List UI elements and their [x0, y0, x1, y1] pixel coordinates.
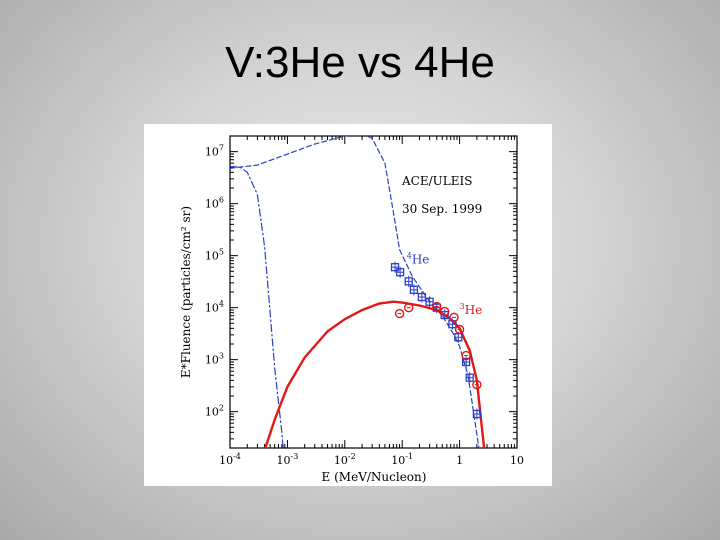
- he4-data-point: [461, 356, 471, 368]
- he4-data-point: [465, 372, 474, 384]
- he4-data-point: [409, 284, 419, 296]
- he4-data-point: [390, 261, 400, 273]
- fluence-chart: 10-4 10-3 10-2 10-1 1 10 102 103 104 105 106 107 4He…: [179, 135, 524, 484]
- curve-he4-dashed: [230, 136, 480, 448]
- he3-data-point: [394, 308, 405, 319]
- he4-data-point: [472, 408, 482, 420]
- tick-label: 104: [205, 300, 224, 315]
- he3-data-point: [461, 350, 471, 361]
- tick-label: 10-1: [391, 452, 413, 467]
- tick-label: 107: [205, 144, 224, 159]
- tick-label: 10-4: [219, 452, 241, 467]
- he4-data-point: [417, 291, 427, 303]
- tick-label: 105: [205, 248, 224, 263]
- tick-label: 10: [510, 454, 524, 467]
- tick-label: 10-2: [334, 452, 356, 467]
- tick-label: 1: [456, 454, 463, 467]
- curve-he3-solid: [264, 300, 486, 448]
- tick-label: 10-3: [277, 452, 299, 467]
- x-axis-title: E (MeV/Nucleon): [322, 470, 427, 484]
- tick-label: 102: [205, 404, 224, 419]
- slide-title: V:3He vs 4He: [225, 38, 495, 87]
- he3-data-point: [439, 306, 450, 317]
- axis-ticks: [229, 135, 517, 449]
- tick-label: 106: [205, 196, 224, 211]
- he4-data-point: [425, 296, 434, 308]
- he3-data-point: [472, 379, 482, 390]
- he3-data-point: [432, 301, 442, 312]
- annotation-instrument: ACE/ULEIS: [401, 174, 472, 188]
- plot-frame: [229, 135, 518, 449]
- data-points: [390, 261, 482, 420]
- he4-series-label: 4He: [407, 252, 430, 267]
- he3-data-point: [449, 312, 459, 323]
- axis-labels: 10-4 10-3 10-2 10-1 1 10 102 103 104 105 106 107 4He…: [205, 144, 524, 467]
- tick-label: 103: [205, 352, 224, 367]
- he3-series-label: 3He: [460, 302, 483, 317]
- model-curves: [230, 136, 486, 448]
- annotation-date: 30 Sep. 1999: [402, 202, 482, 216]
- he3-data-point: [454, 324, 465, 335]
- he4-data-point: [395, 266, 405, 278]
- chart-panel: 10-4 10-3 10-2 10-1 1 10 102 103 104 105 106 107 4He…: [144, 124, 552, 486]
- y-axis-title: E*Fluence (particles/cm² sr): [179, 206, 193, 378]
- he4-data-point: [404, 275, 413, 287]
- he3-data-point: [404, 302, 414, 313]
- curve-he4-dashdot: [230, 165, 284, 448]
